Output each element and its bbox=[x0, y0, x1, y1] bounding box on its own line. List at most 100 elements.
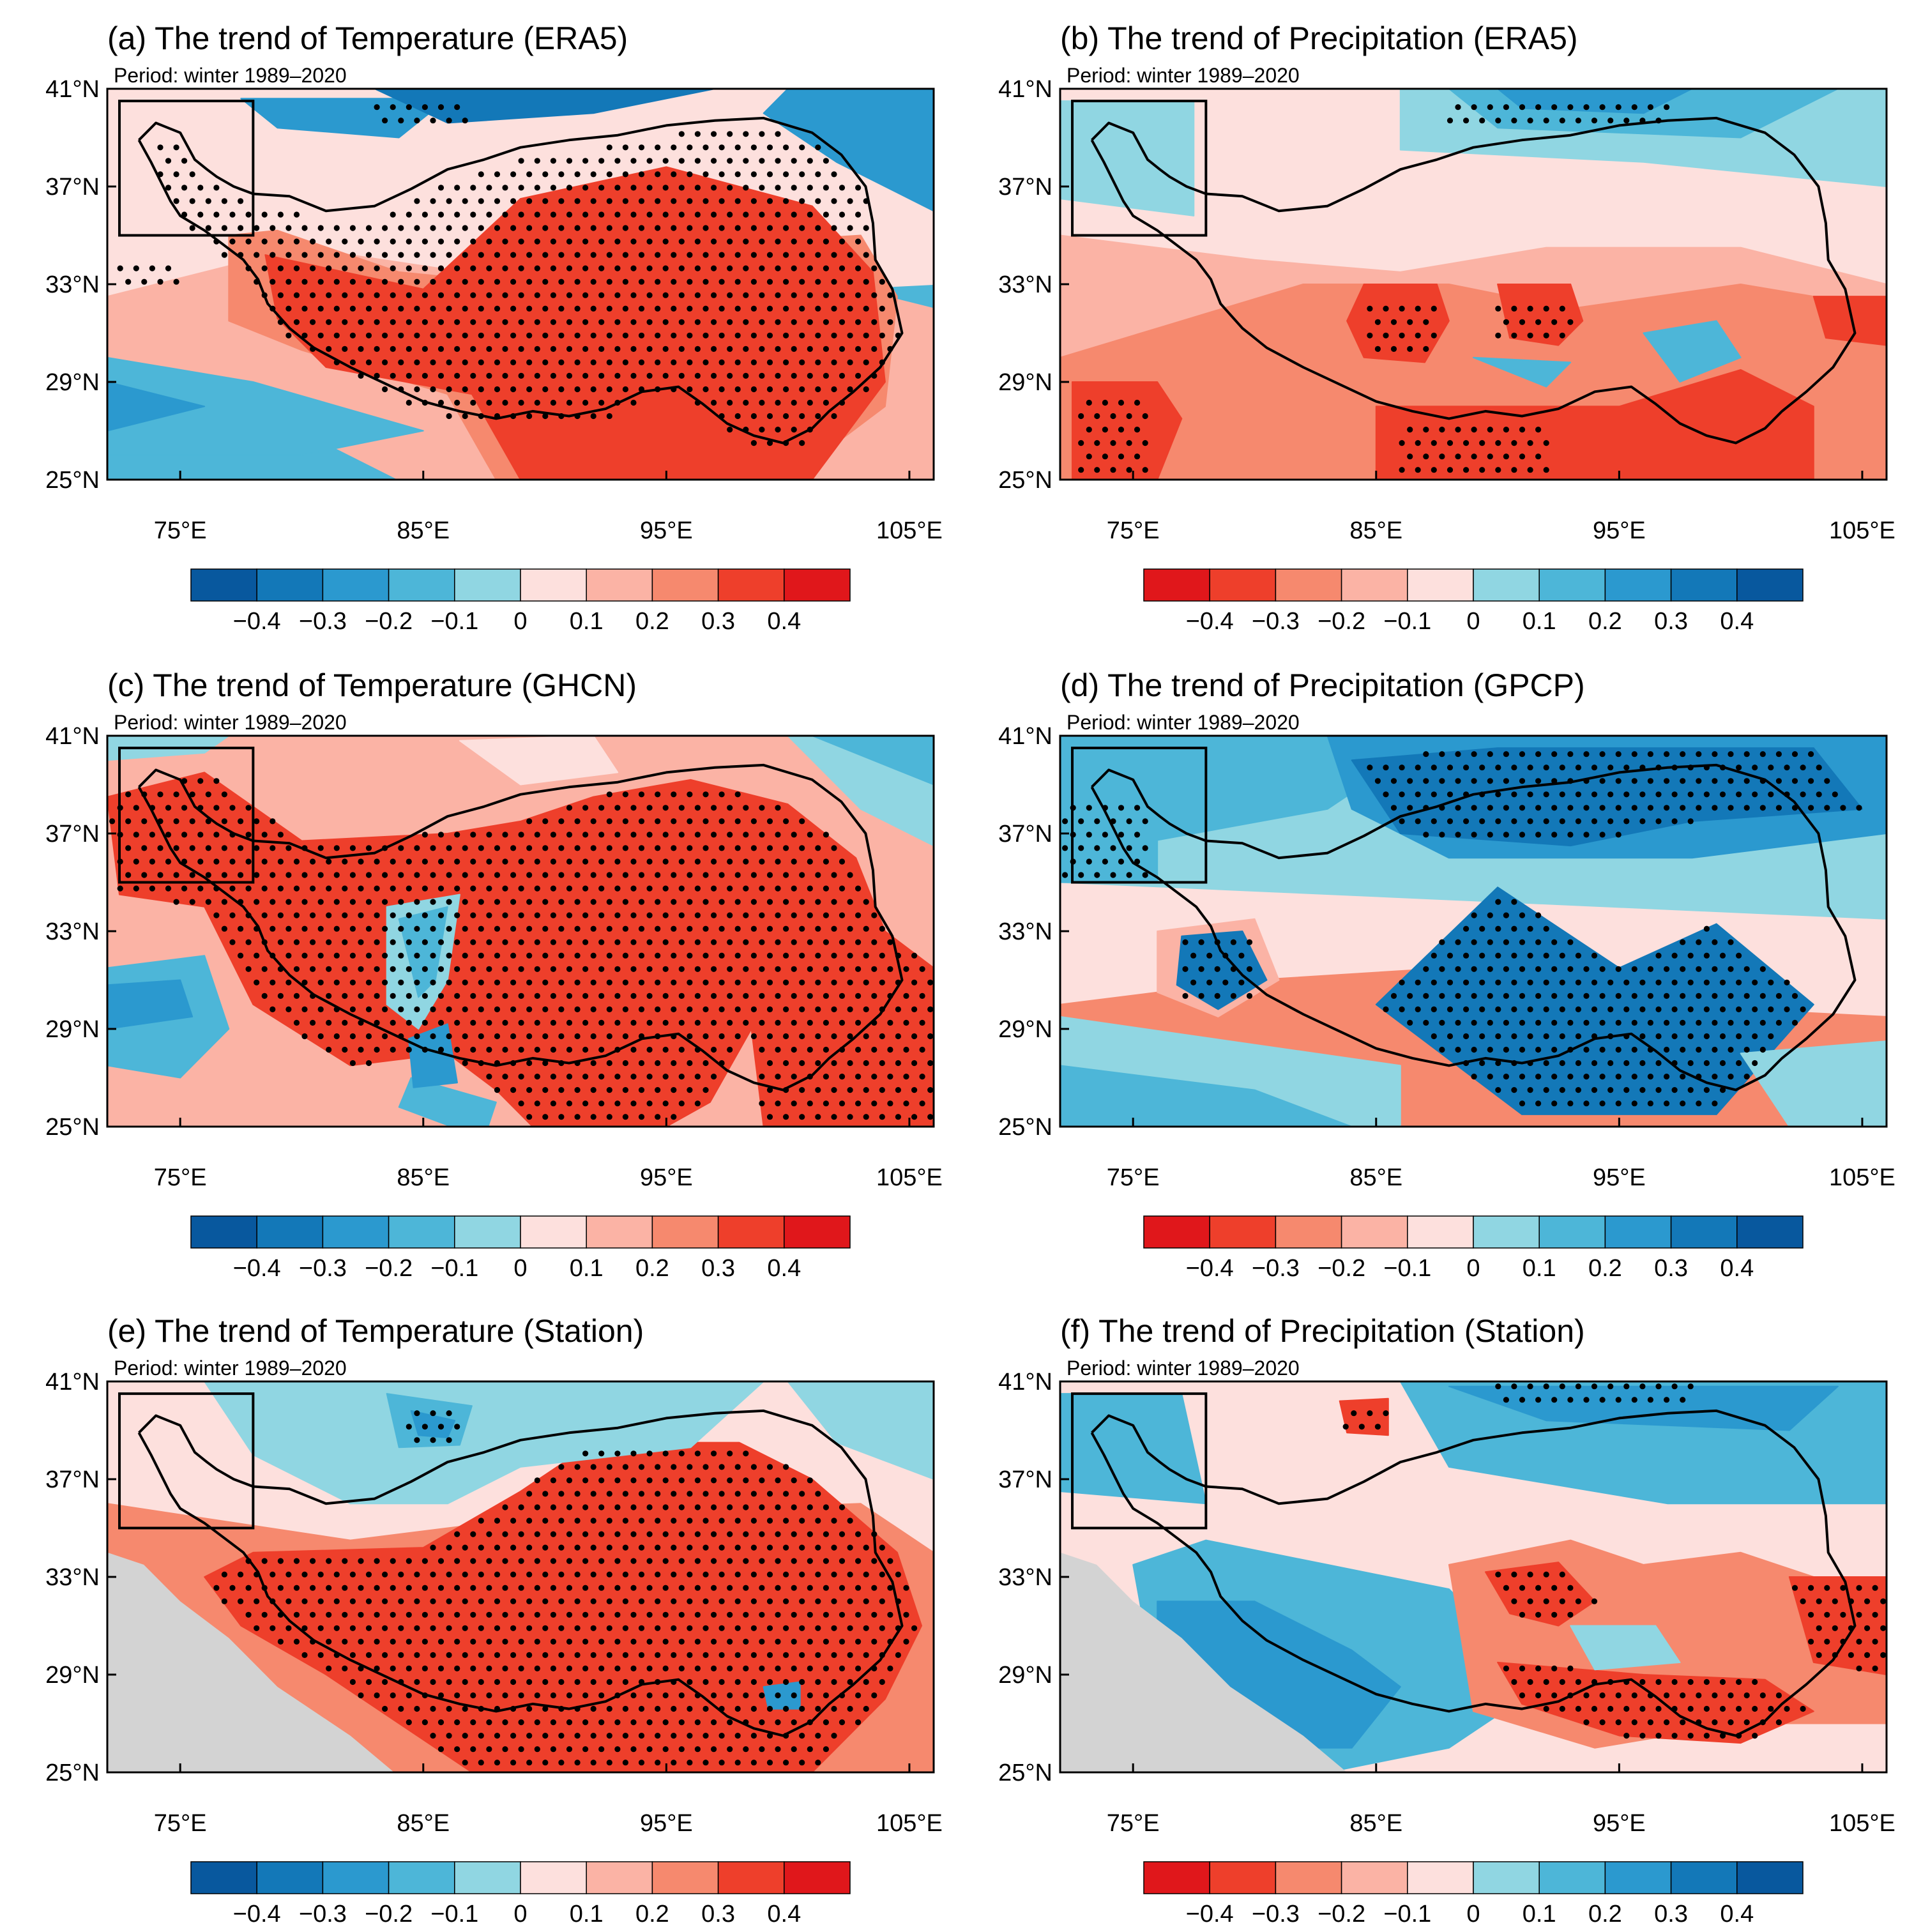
lon-label: 95°E bbox=[1593, 1164, 1646, 1191]
colorbar-label: −0.4 bbox=[233, 1255, 281, 1282]
colorbar-swatch bbox=[388, 1215, 455, 1249]
colorbar-label: −0.1 bbox=[430, 1901, 478, 1928]
colorbar-label: 0 bbox=[1466, 1901, 1480, 1928]
plateau-boundary bbox=[137, 1409, 904, 1737]
colorbar-swatch bbox=[1473, 1215, 1540, 1249]
colorbar-label: −0.1 bbox=[1383, 1255, 1431, 1282]
trend-contour bbox=[407, 1023, 458, 1088]
colorbar-label: 0.3 bbox=[1654, 608, 1688, 635]
colorbar-label: 0.4 bbox=[1720, 1901, 1754, 1928]
map-area bbox=[1060, 736, 1887, 1127]
lon-label: 95°E bbox=[640, 1810, 693, 1837]
colorbar-label: −0.3 bbox=[299, 1255, 347, 1282]
map-area bbox=[107, 736, 934, 1127]
plateau-boundary bbox=[1090, 763, 1857, 1092]
panel-f: (f) The trend of Precipitation (Station)… bbox=[998, 1313, 1895, 1837]
study-box bbox=[1071, 100, 1208, 237]
trend-contour bbox=[1497, 89, 1693, 114]
lon-label: 75°E bbox=[1107, 517, 1160, 544]
plateau-boundary bbox=[1090, 1409, 1857, 1737]
colorbar-swatch bbox=[322, 568, 390, 602]
colorbar-swatch bbox=[388, 568, 455, 602]
map-area bbox=[107, 1381, 934, 1772]
lat-label: 37°N bbox=[998, 174, 1052, 201]
lat-label: 37°N bbox=[45, 174, 100, 201]
colorbar-swatch bbox=[454, 1215, 521, 1249]
panel-b: (b) The trend of Precipitation (ERA5) Per… bbox=[998, 20, 1895, 544]
lat-label: 41°N bbox=[998, 723, 1052, 750]
colorbar-label: 0.4 bbox=[767, 1255, 801, 1282]
lat-label: 29°N bbox=[998, 369, 1052, 396]
colorbar-label: 0.2 bbox=[635, 1901, 669, 1928]
colorbar-swatch bbox=[784, 1861, 851, 1894]
colorbar-swatch bbox=[520, 1861, 587, 1894]
lat-label: 33°N bbox=[998, 1564, 1052, 1591]
colorbar-swatch bbox=[1473, 1861, 1540, 1894]
map-area bbox=[1060, 1381, 1887, 1772]
lat-label: 33°N bbox=[45, 271, 100, 298]
lat-label: 29°N bbox=[998, 1016, 1052, 1043]
lon-label: 95°E bbox=[640, 517, 693, 544]
lon-label: 85°E bbox=[1349, 517, 1402, 544]
significance-stipple bbox=[1062, 751, 1862, 1107]
panel-title: (e) The trend of Temperature (Station) bbox=[107, 1313, 644, 1349]
trend-contour bbox=[1346, 284, 1450, 363]
colorbar-swatch bbox=[1473, 568, 1540, 602]
lon-label: 75°E bbox=[154, 1810, 207, 1837]
trend-contour bbox=[1060, 1065, 1353, 1127]
colorbar-swatch bbox=[322, 1215, 390, 1249]
colorbar-label: −0.3 bbox=[299, 1901, 347, 1928]
study-box bbox=[118, 747, 255, 884]
colorbar-swatch bbox=[1275, 568, 1342, 602]
study-box bbox=[1071, 1392, 1208, 1530]
panel-title: (b) The trend of Precipitation (ERA5) bbox=[1060, 20, 1578, 56]
colorbar-swatch bbox=[1604, 1215, 1672, 1249]
colorbar-swatch bbox=[1275, 1861, 1342, 1894]
trend-contour bbox=[1060, 100, 1195, 217]
trend-contour bbox=[1339, 1397, 1389, 1436]
lat-label: 37°N bbox=[45, 821, 100, 848]
panel-d: (d) The trend of Precipitation (GPCP) Per… bbox=[998, 667, 1895, 1191]
lat-label: 33°N bbox=[998, 271, 1052, 298]
lon-label: 85°E bbox=[397, 517, 450, 544]
colorbar-label: 0.2 bbox=[635, 1255, 669, 1282]
colorbar-swatch bbox=[784, 568, 851, 602]
colorbar-label: −0.2 bbox=[365, 1255, 413, 1282]
trend-contour bbox=[1570, 1625, 1681, 1671]
colorbar-label: −0.2 bbox=[365, 608, 413, 635]
trend-contour bbox=[1473, 356, 1572, 388]
colorbar-swatch bbox=[1670, 1861, 1738, 1894]
colorbar-label: 0 bbox=[513, 608, 527, 635]
trend-contour bbox=[459, 736, 619, 786]
colorbar-a: −0.4 −0.3 −0.2 −0.1 0 0.1 0.2 0.3 0.4 bbox=[190, 568, 851, 635]
trend-contour bbox=[1060, 1393, 1207, 1505]
colorbar-label: 0.3 bbox=[1654, 1255, 1688, 1282]
colorbar-label: 0.4 bbox=[767, 1901, 801, 1928]
lon-label: 75°E bbox=[1107, 1810, 1160, 1837]
trend-contour bbox=[107, 356, 424, 456]
lon-label: 105°E bbox=[1829, 517, 1895, 544]
colorbar-label: −0.3 bbox=[1252, 1901, 1300, 1928]
colorbar-swatch bbox=[1407, 1861, 1474, 1894]
panel-title: (a) The trend of Temperature (ERA5) bbox=[107, 20, 628, 56]
colorbar-swatch bbox=[586, 1861, 653, 1894]
colorbar-swatch bbox=[1604, 1861, 1672, 1894]
trend-contour bbox=[374, 89, 716, 124]
lat-label: 41°N bbox=[998, 76, 1052, 103]
colorbar-label: 0.1 bbox=[570, 608, 604, 635]
plateau-boundary bbox=[137, 763, 904, 1092]
lat-label: 41°N bbox=[998, 1369, 1052, 1396]
map-area bbox=[1060, 89, 1887, 480]
trend-contour bbox=[240, 98, 448, 139]
colorbar-label: 0.1 bbox=[570, 1255, 604, 1282]
colorbar-d: −0.4 −0.3 −0.2 −0.1 0 0.1 0.2 0.3 0.4 bbox=[1143, 1215, 1804, 1282]
trend-contour bbox=[1485, 1562, 1596, 1627]
colorbar-swatch bbox=[256, 1215, 324, 1249]
trend-contour bbox=[1497, 284, 1584, 346]
map-area bbox=[107, 89, 934, 480]
colorbar-label: −0.1 bbox=[430, 1255, 478, 1282]
colorbar-label: 0.1 bbox=[1523, 1901, 1556, 1928]
colorbar-label: −0.3 bbox=[1252, 1255, 1300, 1282]
lat-label: 25°N bbox=[45, 467, 100, 494]
lat-label: 25°N bbox=[45, 1114, 100, 1141]
